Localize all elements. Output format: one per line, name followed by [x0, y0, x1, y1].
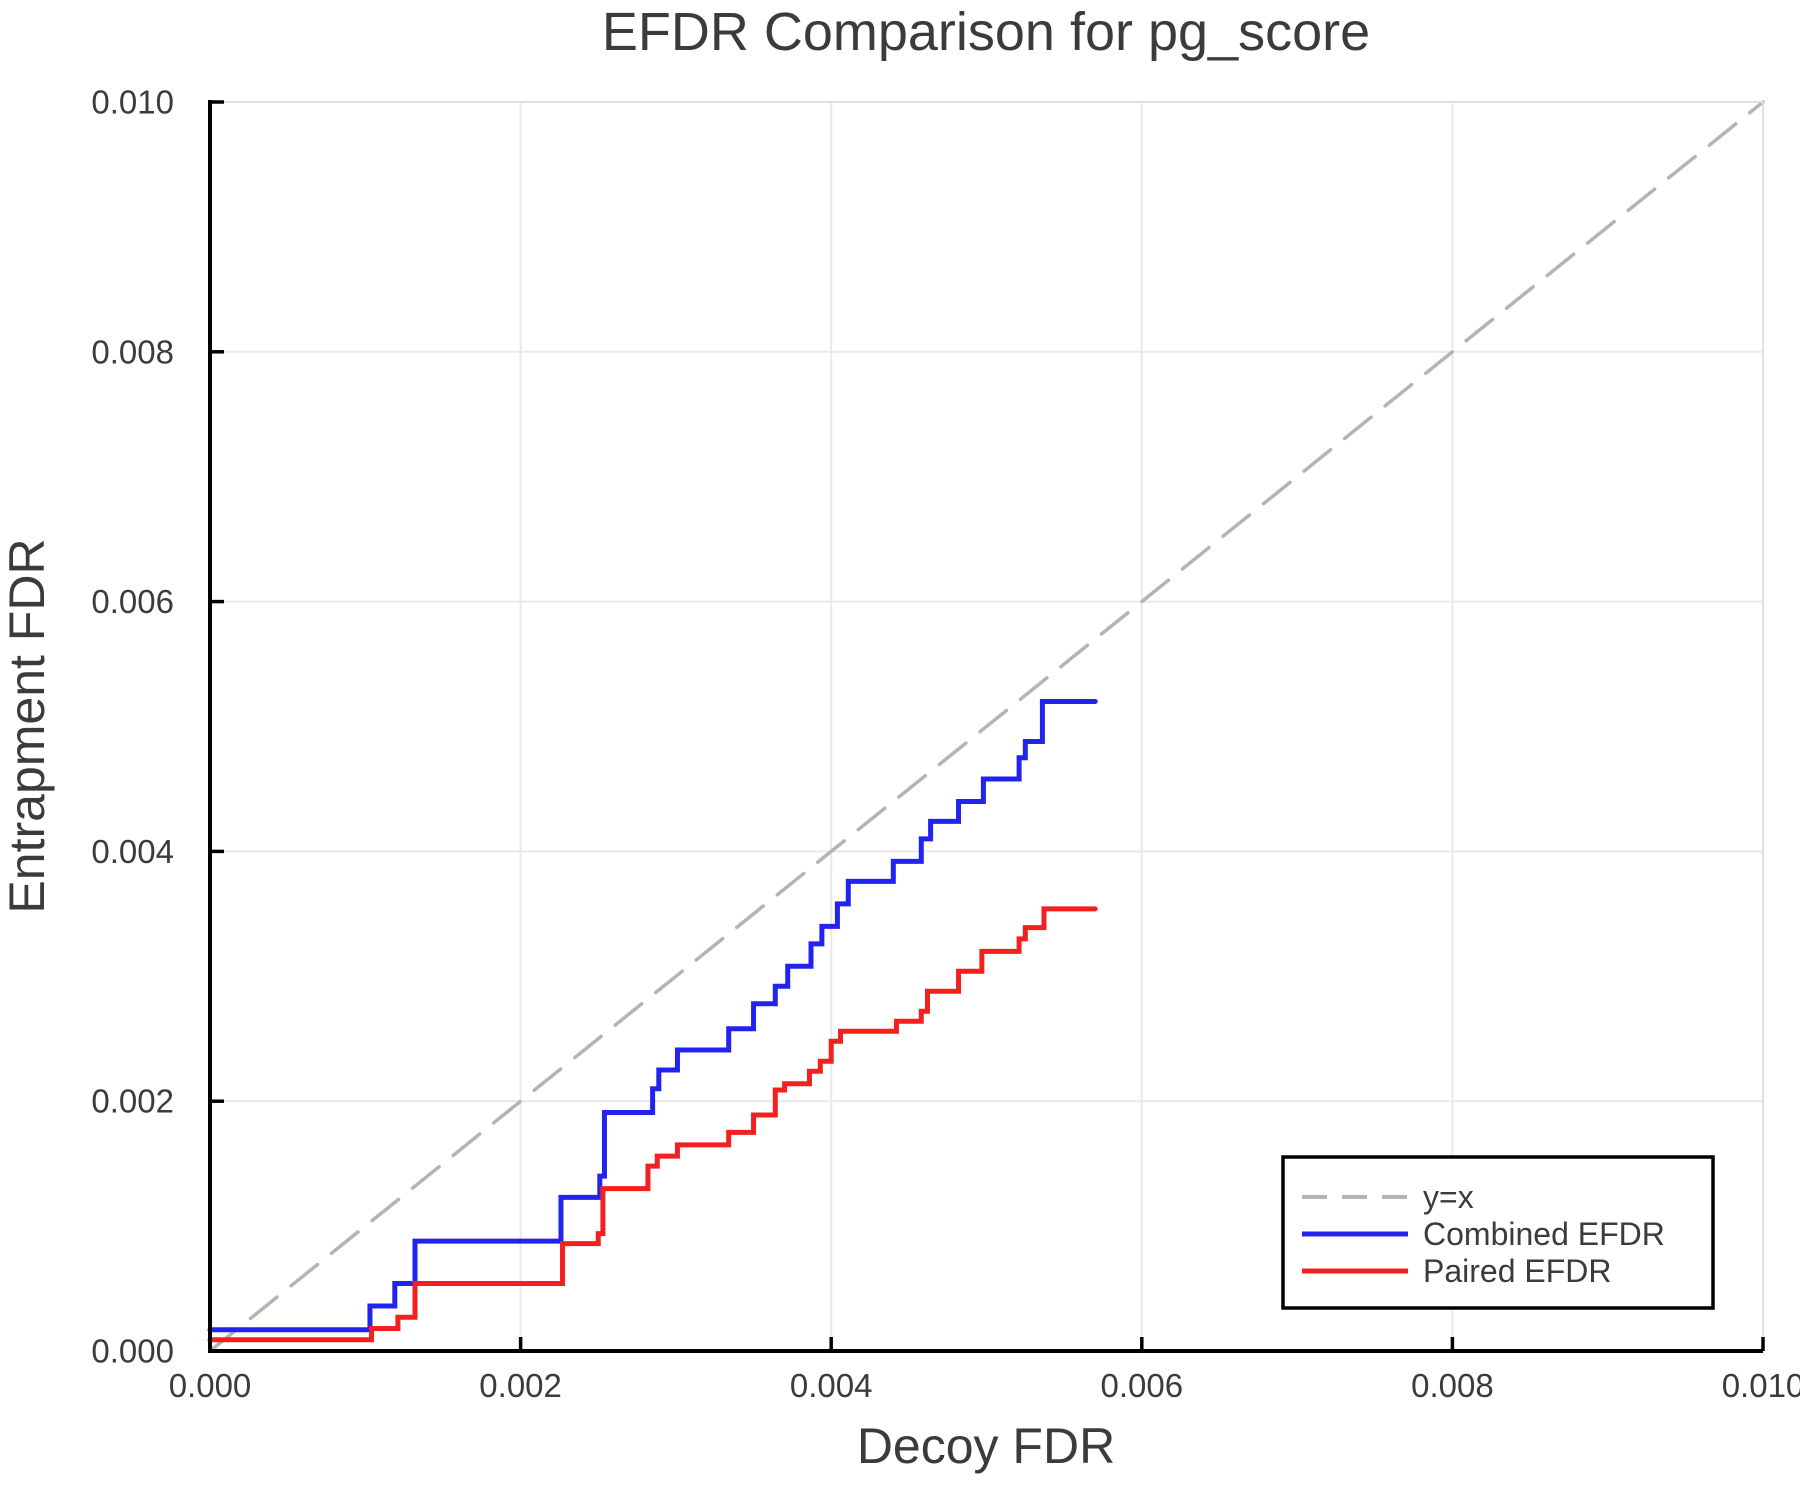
chart-title: EFDR Comparison for pg_score: [602, 2, 1370, 62]
series-lines: [207, 100, 1765, 1353]
y-tick-label: 0.010: [91, 84, 174, 121]
series-paired-efdr: [207, 906, 1098, 1343]
x-tick-label: 0.010: [1722, 1367, 1800, 1404]
y-tick-label: 0.000: [91, 1333, 174, 1370]
x-tick-label: 0.000: [169, 1367, 252, 1404]
series-y-x: [208, 100, 1765, 1353]
x-axis-label: Decoy FDR: [857, 1418, 1115, 1474]
y-tick-label: 0.002: [91, 1083, 174, 1120]
axes-frame: [208, 100, 1764, 1353]
y-tick-label: 0.004: [91, 833, 174, 870]
y-tick-label: 0.008: [91, 333, 174, 370]
axis-tick-labels: 0.000 0.002 0.004 0.006 0.008 0.010 0.000 0.002…: [91, 84, 1800, 1405]
axis-ticks: [208, 100, 1765, 1353]
legend: y=x Combined EFDR Paired EFDR: [1281, 1155, 1715, 1310]
legend-item-paired: Paired EFDR: [1302, 1253, 1612, 1289]
y-tick-label: 0.006: [91, 583, 174, 620]
x-tick-label: 0.002: [479, 1367, 562, 1404]
y-axis-label: Entrapment FDR: [0, 538, 55, 913]
x-tick-label: 0.008: [1411, 1367, 1494, 1404]
x-tick-label: 0.004: [790, 1367, 873, 1404]
legend-item-identity: y=x: [1302, 1179, 1474, 1215]
x-tick-label: 0.006: [1101, 1367, 1184, 1404]
legend-label-paired: Paired EFDR: [1423, 1253, 1612, 1289]
series-combined-efdr: [207, 699, 1098, 1333]
legend-item-combined: Combined EFDR: [1302, 1216, 1665, 1252]
legend-label-identity: y=x: [1423, 1179, 1474, 1215]
legend-label-combined: Combined EFDR: [1423, 1216, 1665, 1252]
